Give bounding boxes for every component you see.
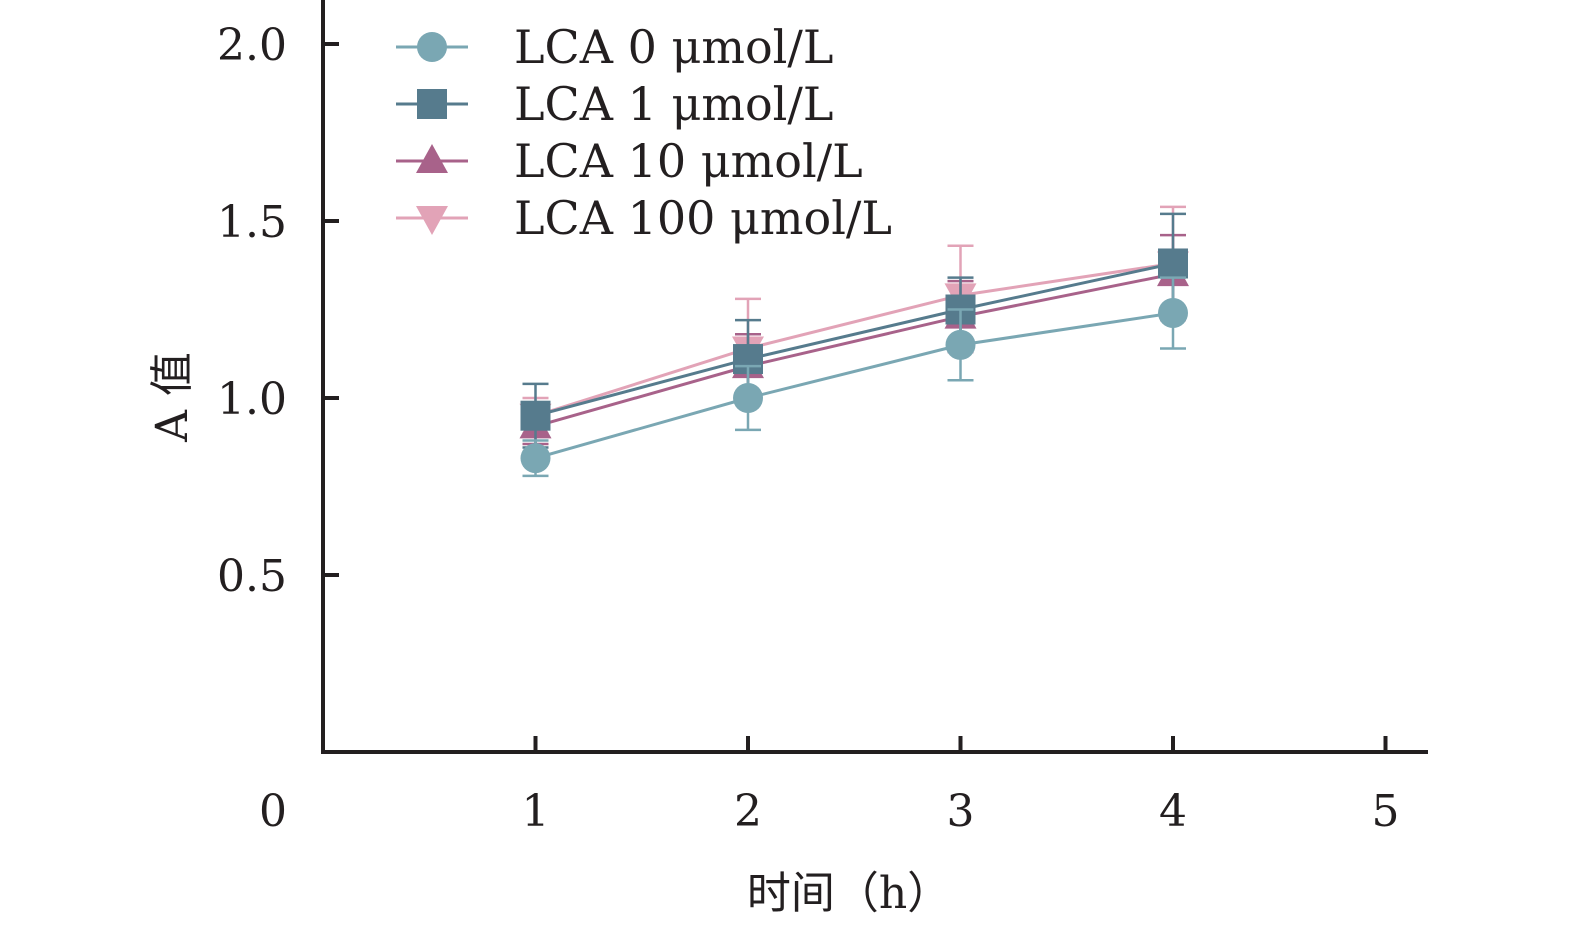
legend-label: LCA 0 μmol/L <box>514 20 833 74</box>
data-point <box>1158 248 1188 279</box>
series-line <box>535 262 1174 418</box>
x-tick-label: 3 <box>947 786 975 837</box>
x-tick-label: 2 <box>734 786 762 837</box>
plot-area <box>519 205 1189 478</box>
data-point <box>520 443 551 474</box>
data-point <box>733 383 763 413</box>
series-line <box>535 261 1174 418</box>
legend-marker <box>416 206 448 235</box>
axes <box>321 0 1428 754</box>
legend-marker <box>417 89 447 119</box>
series-0 <box>520 276 1188 478</box>
data-point <box>1158 298 1188 329</box>
legend-label: LCA 100 μmol/L <box>514 191 892 245</box>
y-tick-label: 2.0 <box>217 20 287 71</box>
x-tick-label: 0 <box>259 786 287 837</box>
x-tick-label: 4 <box>1159 786 1187 837</box>
legend-marker <box>416 144 448 173</box>
x-axis-title: 时间（h） <box>747 868 951 919</box>
series-1 <box>520 212 1188 449</box>
y-tick-label: 1.0 <box>217 374 287 425</box>
data-point <box>520 400 551 431</box>
legend-marker <box>417 32 447 62</box>
series-line <box>535 311 1174 460</box>
x-ticks: 0 1 2 3 4 5 <box>259 736 1400 837</box>
y-tick-label: 1.5 <box>217 197 287 248</box>
series-2 <box>519 233 1189 446</box>
x-tick-label: 1 <box>522 786 550 837</box>
series-line <box>535 272 1174 428</box>
data-point <box>945 329 976 360</box>
x-tick-label: 5 <box>1372 786 1400 837</box>
legend-label: LCA 1 μmol/L <box>514 77 833 131</box>
y-ticks: 0.5 1.0 1.5 2.0 <box>217 20 339 602</box>
legend-label: LCA 10 μmol/L <box>514 134 863 188</box>
y-tick-label: 0.5 <box>217 551 287 602</box>
y-axis-title: A 值 <box>147 352 198 443</box>
